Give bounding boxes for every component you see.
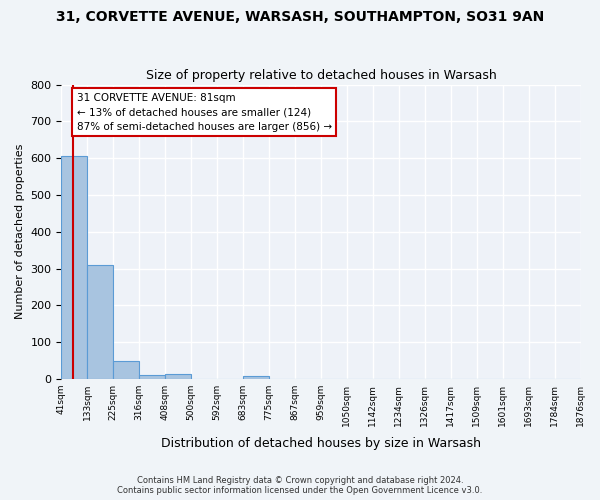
Bar: [165, 374, 191, 379]
Text: 31, CORVETTE AVENUE, WARSASH, SOUTHAMPTON, SO31 9AN: 31, CORVETTE AVENUE, WARSASH, SOUTHAMPTO…: [56, 10, 544, 24]
X-axis label: Distribution of detached houses by size in Warsash: Distribution of detached houses by size …: [161, 437, 481, 450]
Y-axis label: Number of detached properties: Number of detached properties: [15, 144, 25, 320]
Bar: [61, 156, 88, 379]
Bar: [243, 376, 269, 379]
Text: Contains HM Land Registry data © Crown copyright and database right 2024.
Contai: Contains HM Land Registry data © Crown c…: [118, 476, 482, 495]
Bar: [88, 265, 113, 379]
Bar: [139, 375, 165, 379]
Bar: [113, 361, 139, 379]
Text: 31 CORVETTE AVENUE: 81sqm
← 13% of detached houses are smaller (124)
87% of semi: 31 CORVETTE AVENUE: 81sqm ← 13% of detac…: [77, 92, 332, 132]
Title: Size of property relative to detached houses in Warsash: Size of property relative to detached ho…: [146, 69, 496, 82]
